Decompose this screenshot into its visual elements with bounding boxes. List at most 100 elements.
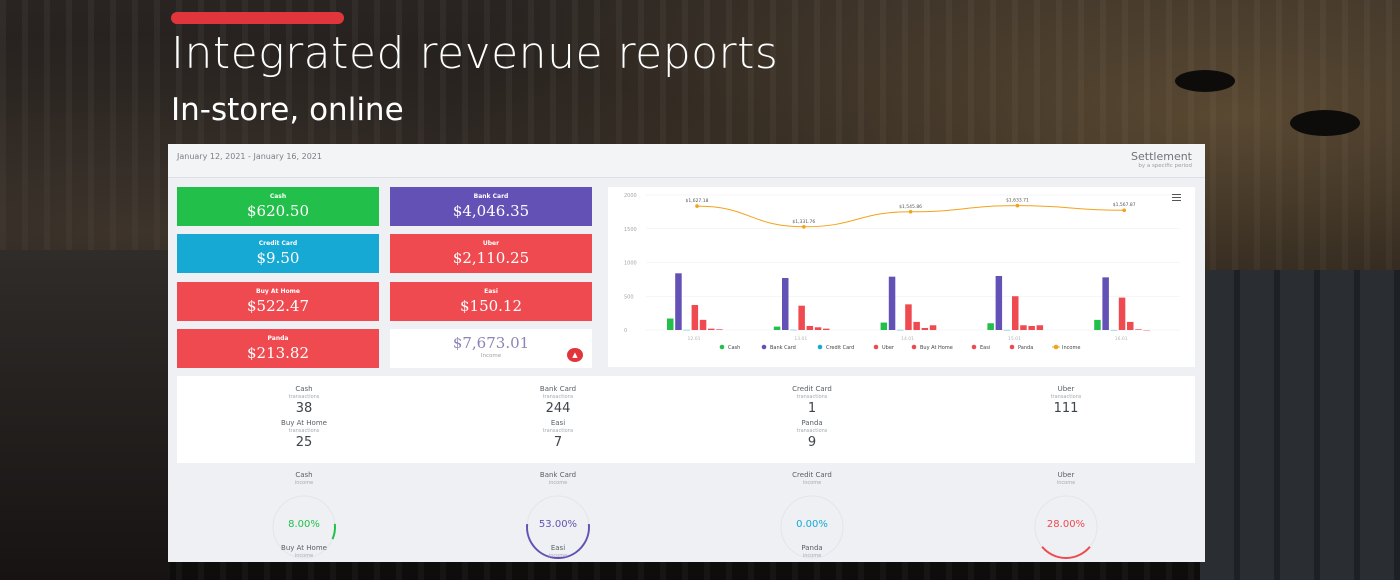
y-tick-label: 0	[624, 328, 627, 334]
gauge-sub: income	[802, 480, 822, 486]
stat-sub: transactions	[796, 394, 828, 400]
background-lamp	[1175, 70, 1235, 92]
income-point	[1015, 203, 1020, 208]
gauge-sub: income	[548, 480, 568, 486]
x-tick-label: 16.01	[1115, 336, 1128, 342]
stat-name: Credit Card	[792, 385, 832, 393]
subheadline: In-store, online	[171, 92, 404, 128]
gauge-sub: income	[548, 553, 568, 559]
bar-cash	[987, 323, 994, 330]
gauge-uber: Uber income 28.00%	[939, 471, 1193, 560]
bar-cash	[880, 322, 888, 330]
gauge-sub: income	[294, 480, 314, 486]
bar-bank-card	[995, 276, 1003, 330]
income-share-gauges: Cash income 8.00% Bank Card income 53.00…	[177, 469, 1195, 562]
gauge-bank-card: Bank Card income 53.00%	[431, 471, 685, 560]
tile-label: Buy At Home	[256, 288, 300, 295]
bar-uber	[1118, 297, 1126, 330]
tile-value: $4,046.35	[452, 202, 530, 220]
bar-buy-at-home	[806, 325, 814, 330]
tile-label: Bank Card	[473, 193, 509, 200]
background-bench-left	[0, 250, 170, 580]
y-tick-label: 500	[624, 294, 634, 300]
gauge-sub: income	[294, 553, 314, 559]
chart-canvas: 2000 1500 1000 500 0 12.01 13.01 14.01 15.01 16.0…	[624, 193, 1180, 351]
bar-uber	[691, 305, 699, 330]
stat-sub: transactions	[542, 394, 574, 400]
gauge-name: Panda	[801, 544, 823, 552]
tile-value: $620.50	[246, 202, 310, 220]
gauge-ring: 8.00%	[271, 494, 337, 560]
stat-credit-card: Credit Card transactions 1	[685, 385, 939, 416]
tile-easi[interactable]: Easi $150.12	[390, 282, 592, 321]
tile-buy-at-home[interactable]: Buy At Home $522.47	[177, 282, 379, 321]
tile-label: Cash	[269, 193, 287, 200]
bar-panda	[716, 329, 723, 330]
legend-label: Cash	[728, 345, 740, 351]
gauge-name: Bank Card	[539, 471, 577, 479]
gauge-label-easi: Easi income	[431, 544, 685, 559]
stat-name: Cash	[295, 385, 313, 393]
tile-panda[interactable]: Panda $213.82	[177, 329, 379, 368]
gauge-label-panda: Panda income	[685, 544, 939, 559]
tile-value: $9.50	[256, 249, 300, 267]
x-tick-label: 14.01	[901, 336, 914, 342]
stat-value: 111	[1053, 401, 1079, 416]
bar-bank-card	[1102, 277, 1109, 330]
accent-bar	[171, 12, 344, 24]
gauge-arc	[780, 495, 844, 559]
tile-value: $213.82	[246, 344, 310, 362]
gauge-progress-arc	[331, 523, 336, 540]
income-data-label: $1,633.71	[1006, 198, 1029, 204]
bar-cash	[667, 318, 674, 330]
gauge-percent: 8.00%	[288, 519, 320, 530]
legend-marker	[1009, 344, 1015, 350]
stat-sub: transactions	[288, 394, 320, 400]
bar-panda	[823, 328, 830, 330]
tile-credit-card[interactable]: Credit Card $9.50	[177, 234, 379, 273]
tile-value: $522.47	[246, 297, 310, 315]
tile-bank-card[interactable]: Bank Card $4,046.35	[390, 187, 592, 226]
gauge-arc	[526, 495, 590, 559]
bar-buy-at-home	[1127, 321, 1134, 330]
gauge-label-buy-at-home: Buy At Home income	[177, 544, 431, 559]
stat-uber: Uber transactions 111	[939, 385, 1193, 416]
total-value: $7,673.01	[452, 334, 530, 352]
bar-bank-card	[888, 276, 896, 330]
gauge-progress-arc	[526, 523, 590, 559]
stat-name: Uber	[1057, 385, 1075, 393]
gauge-ring: 0.00%	[779, 494, 845, 560]
income-data-label: $1,567.87	[1113, 202, 1136, 208]
alert-triangle-icon[interactable]: ▲	[567, 348, 583, 362]
tile-label: Panda	[267, 335, 289, 342]
bar-uber	[905, 304, 912, 330]
gauge-percent: 53.00%	[538, 519, 578, 530]
tile-cash[interactable]: Cash $620.50	[177, 187, 379, 226]
background-bench-right	[1200, 270, 1400, 580]
dashboard-panel: January 12, 2021 - January 16, 2021 Sett…	[168, 144, 1205, 562]
gauge-progress-arc	[1041, 546, 1091, 559]
date-range[interactable]: January 12, 2021 - January 16, 2021	[177, 152, 322, 161]
gauge-percent: 28.00%	[1046, 519, 1086, 530]
bar-buy-at-home	[1020, 325, 1027, 330]
bar-uber	[1012, 296, 1019, 330]
stat-value: 9	[807, 435, 817, 450]
stat-easi: Easi transactions 7	[431, 419, 685, 450]
gauge-name: Credit Card	[792, 471, 832, 479]
income-point	[908, 209, 913, 214]
gauge-credit-card: Credit Card income 0.00%	[685, 471, 939, 560]
stat-sub: transactions	[542, 428, 574, 434]
gauge-arc	[1034, 495, 1098, 559]
stat-panda: Panda transactions 9	[685, 419, 939, 450]
report-title: Settlement	[1131, 150, 1192, 163]
legend-marker	[971, 344, 977, 350]
gauge-percent: 0.00%	[796, 519, 828, 530]
legend-marker	[761, 344, 767, 350]
bar-cash	[773, 326, 781, 330]
tile-uber[interactable]: Uber $2,110.25	[390, 234, 592, 273]
bar-cash	[1094, 319, 1101, 330]
bar-easi	[1135, 329, 1142, 330]
legend-label: Uber	[882, 345, 895, 351]
stat-name: Buy At Home	[281, 419, 327, 427]
chart-menu-icon[interactable]	[1172, 192, 1181, 203]
